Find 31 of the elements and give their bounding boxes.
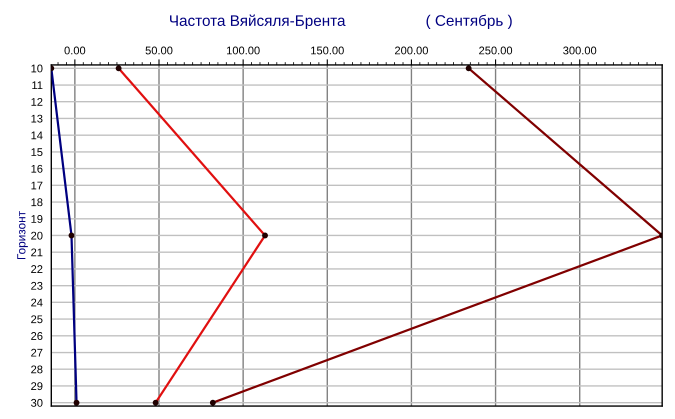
y-tick-label: 30 [31, 398, 43, 407]
y-axis-title: Горизонт [17, 211, 28, 260]
y-tick-label: 16 [31, 164, 42, 173]
y-tick-label: 10 [31, 64, 43, 72]
y-tick-label: 11 [32, 81, 42, 90]
y-tick-label: 21 [31, 248, 42, 256]
y-tick-label: 28 [31, 365, 42, 374]
y-tick-label: 17 [31, 182, 42, 190]
y-tick-label: 20 [31, 232, 43, 240]
x-tick-label: 100.00 [227, 46, 260, 54]
y-tick-label: 23 [31, 282, 42, 290]
y-tick-label: 13 [31, 114, 42, 123]
y-tick-label: 27 [31, 348, 42, 357]
chart-subtitle: ( Сентябрь ) [426, 14, 512, 29]
y-tick-label: 29 [31, 382, 42, 390]
y-tick-label: 15 [31, 148, 42, 156]
x-tick-label: 250.00 [479, 46, 512, 54]
x-tick-label: 50.00 [146, 46, 172, 54]
x-tick-label: 300.00 [563, 46, 596, 54]
y-tick-label: 12 [31, 98, 42, 106]
y-tick-label: 25 [31, 315, 42, 324]
x-tick-label: 0.00 [64, 46, 86, 54]
y-tick-label: 18 [31, 198, 42, 206]
y-tick-label: 26 [31, 332, 42, 340]
x-tick-label: 200.00 [395, 46, 428, 54]
y-tick-label: 19 [31, 215, 42, 223]
y-tick-label: 14 [31, 132, 43, 140]
y-tick-label: 24 [31, 298, 43, 306]
x-tick-label: 150.00 [311, 46, 344, 54]
chart-title: Частота Вяйсяля-Брента [170, 14, 346, 30]
y-tick-label: 22 [31, 265, 42, 273]
